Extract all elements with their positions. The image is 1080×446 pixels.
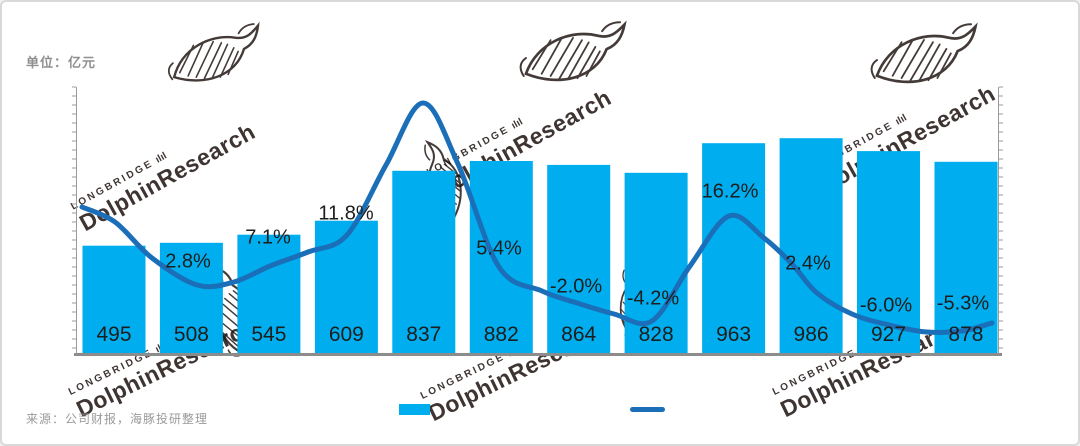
legend-bar-swatch — [399, 404, 430, 415]
bar-value-label: 963 — [716, 323, 752, 346]
growth-pct-label: 16.2% — [701, 180, 759, 203]
bar-value-label: 545 — [251, 323, 287, 346]
revenue-bar — [314, 220, 378, 354]
bar-value-label: 927 — [870, 323, 907, 346]
bar-value-label: 495 — [96, 323, 132, 346]
bar-value-label: 882 — [483, 323, 519, 346]
revenue-bar — [779, 138, 843, 354]
source-note: 来源：公司财报，海豚投研整理 — [26, 412, 209, 426]
bar-value-label: 508 — [173, 323, 209, 346]
bar-value-label: 837 — [406, 323, 442, 346]
revenue-bar — [392, 170, 456, 354]
y-axis-right — [998, 87, 999, 354]
legend-line-swatch — [630, 407, 665, 412]
x-axis — [74, 353, 1002, 356]
bar-value-label: 864 — [561, 323, 597, 346]
bar-value-label: 986 — [793, 323, 829, 346]
revenue-bar — [547, 164, 611, 354]
bar-value-label: 609 — [328, 323, 364, 346]
chart-legend — [2, 400, 1078, 424]
growth-pct-label: 11.8% — [318, 202, 374, 225]
unit-label: 单位：亿元 — [26, 55, 97, 70]
growth-pct-label: -2.0% — [549, 275, 603, 298]
bar-value-label: 828 — [638, 323, 674, 346]
revenue-bar — [237, 234, 301, 354]
revenue-bar — [469, 161, 533, 354]
growth-pct-label: 2.8% — [165, 250, 211, 273]
growth-pct-label: -6.0% — [859, 294, 913, 317]
growth-pct-label: 2.4% — [785, 252, 831, 275]
growth-pct-label: -5.3% — [936, 292, 990, 315]
growth-pct-label: -4.2% — [626, 287, 680, 310]
growth-line — [79, 100, 995, 336]
revenue-bar — [159, 242, 223, 354]
bar-value-label: 878 — [948, 323, 984, 346]
revenue-bar — [82, 245, 146, 354]
growth-pct-label: 7.1% — [245, 226, 291, 249]
y-axis-left — [76, 87, 77, 354]
growth-pct-label: 5.4% — [476, 237, 522, 260]
revenue-bar — [702, 143, 766, 354]
